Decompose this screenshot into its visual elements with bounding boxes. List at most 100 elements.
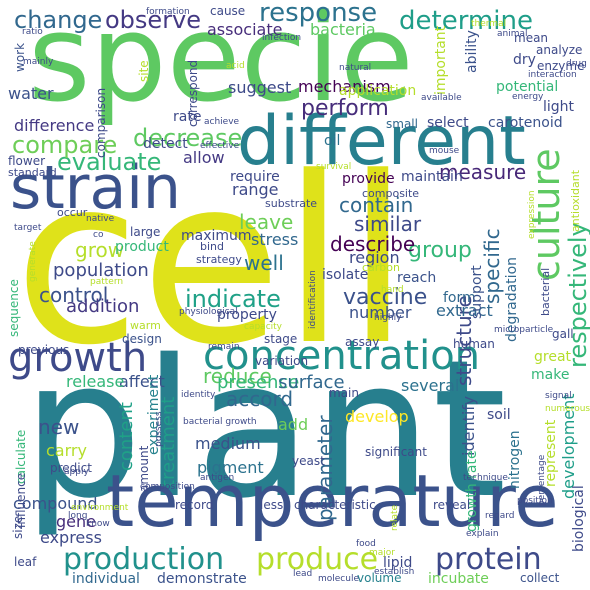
word-new: new [38,415,80,439]
word-property: property [217,307,277,323]
word-gene: gene [56,512,96,531]
word-environment: environment [71,503,129,513]
word-achieve: achieve [204,117,240,127]
word-plant: plant [22,319,507,540]
word-medium: medium [195,434,261,453]
word-thermal: thermal [471,19,507,29]
word-survival: survival [316,162,352,172]
word-yeast: yeast [292,454,325,468]
word-mean: mean [514,31,549,45]
word-potential: potential [496,79,559,95]
word-relate: relate [390,504,400,531]
word-dry: dry [513,52,536,68]
word-mouse: mouse [429,146,460,156]
word-number: number [349,303,412,322]
word-detect: detect [143,136,188,152]
word-significant: significant [365,445,427,459]
word-grow: grow [75,238,125,262]
word-carry: carry [46,441,87,460]
word-carotenoid: carotenoid [488,115,563,131]
word-observe: observe [105,6,202,34]
word-interaction: interaction [528,70,577,80]
word-product: product [115,239,169,255]
word-express: express [40,528,102,547]
word-different: different [237,102,526,181]
word-difference: difference [14,116,95,135]
word-antioxidant: antioxidant [569,169,582,232]
word-ratio: ratio [22,27,43,37]
word-lipid: lipid [383,555,413,571]
word-leaf: leaf [14,555,37,569]
word-produce: produce [256,542,379,577]
word-record: record [175,498,214,512]
word-evaluate: evaluate [57,148,162,176]
word-composite: composite [362,187,420,200]
word-numerous: numerous [545,404,590,414]
word-site: site [137,60,151,82]
word-addition: addition [66,296,140,317]
word-bind: bind [200,240,224,253]
word-form: form [443,290,476,306]
word-cell: cell [14,129,410,396]
word-change: change [14,6,103,34]
word-population: population [53,260,149,281]
word-collect: collect [520,571,560,585]
word-biological: biological [571,485,587,552]
word-reduce: reduce [203,364,272,388]
word-standard: standard [8,166,57,179]
word-water: water [8,84,54,103]
word-concentration: concentration [203,333,481,379]
word-similar: similar [354,212,422,236]
word-application: application [339,83,417,99]
word-decrease: decrease [133,124,243,152]
word-maintain: maintain [401,169,463,185]
word-specific: specific [480,228,504,304]
word-energy: energy [512,92,544,102]
word-molecule: molecule [318,574,360,584]
word-variation: variation [255,354,309,368]
word-warm: warm [130,319,161,332]
word-select: select [427,115,469,131]
word-volume: volume [357,571,402,585]
word-comparison: comparison [94,87,108,158]
word-great: great [534,349,572,365]
word-drug: drug [566,59,587,69]
word-possess: possess [154,411,164,447]
word-hand: hand [381,285,404,295]
word-enzyme: enzyme [537,59,585,73]
word-antigen: antigen [200,473,235,483]
word-temperature: temperature [106,459,559,543]
word-previous: previous [18,343,70,357]
word-characteristic: characteristic [294,498,376,512]
word-presence: presence [217,372,300,393]
word-long: long [68,511,88,521]
word-less: less [260,498,284,512]
word-lead: lead [293,569,313,579]
word-food: food [356,539,376,549]
word-effective: effective [200,141,240,151]
word-mainly: mainly [23,57,54,67]
word-affect: affect [119,372,165,391]
word-respectively: respectively [564,222,590,368]
word-reach: reach [397,270,437,286]
word-microparticle: microparticle [494,325,554,335]
word-target: target [14,223,42,233]
word-co: co [93,230,104,240]
word-accord: accord [226,387,294,411]
word-generate: generate [28,241,38,282]
word-highly: highly [374,313,402,323]
word-demonstrate: demonstrate [157,571,247,587]
word-production: production [63,542,225,577]
word-measure: measure [439,160,527,184]
word-available: available [421,93,462,103]
word-main: main [329,386,359,400]
word-allow: allow [183,148,225,167]
word-native: native [86,214,115,224]
word-specie: specie [28,0,414,129]
word-mechanism: mechanism [298,77,391,96]
word-individual: individual [72,571,140,587]
word-expression: expression [527,190,537,239]
word-maximum: maximum [181,228,252,244]
word-apply: apply [64,467,89,477]
